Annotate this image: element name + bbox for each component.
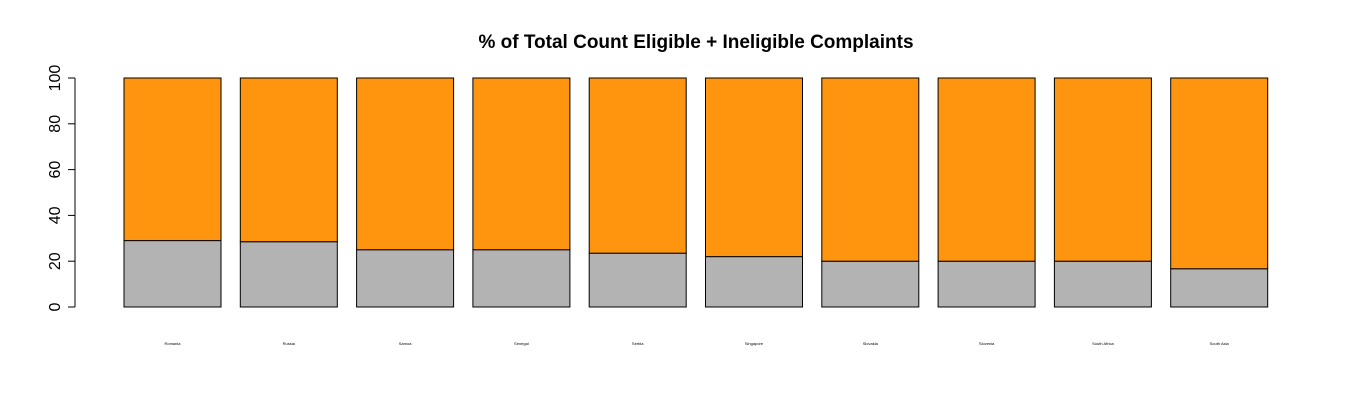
bar-segment-series-2: [588, 77, 687, 254]
y-tick-label: 40: [47, 206, 64, 224]
bar-segment-series-1: [239, 241, 338, 308]
y-tick-label: 60: [47, 161, 64, 179]
x-tick-label: Singapore: [745, 341, 764, 346]
bar-segment-series-1: [937, 260, 1036, 308]
bar-segment-series-2: [937, 77, 1036, 262]
y-tick-label: 20: [47, 252, 64, 270]
bar-segment-series-1: [356, 249, 455, 308]
x-tick-label: Samoa: [399, 341, 412, 346]
bar-segment-series-1: [705, 256, 803, 308]
y-axis: 0 20 40 60 80 100: [47, 65, 76, 311]
bar-segment-series-2: [705, 77, 803, 258]
bar-segment-series-1: [821, 260, 920, 308]
bar-segment-series-2: [1053, 77, 1152, 262]
x-tick-label: Serbia: [632, 341, 644, 346]
bar-segment-series-2: [356, 77, 455, 251]
y-tick-label: 0: [47, 302, 64, 311]
x-tick-label: Slovakia: [863, 341, 879, 346]
y-tick-label: 80: [47, 115, 64, 133]
bars: [123, 77, 1269, 308]
bar-segment-series-2: [239, 77, 338, 243]
x-axis-labels: Romania Russia Samoa Senegal Serbia Singapore…: [164, 341, 1229, 346]
y-tick-label: 100: [47, 65, 64, 92]
bar-segment-series-2: [123, 77, 222, 242]
x-tick-label: Slovenia: [979, 341, 995, 346]
x-tick-label: Romania: [164, 341, 181, 346]
bar-segment-series-1: [123, 240, 222, 308]
bar-segment-series-2: [821, 77, 920, 262]
bar-segment-series-2: [1170, 77, 1269, 270]
bar-segment-series-1: [472, 249, 571, 308]
bar-segment-series-1: [1170, 268, 1269, 308]
bar-segment-series-2: [472, 77, 571, 251]
bar-segment-series-1: [1053, 260, 1152, 308]
x-tick-label: South Africa: [1092, 341, 1114, 346]
x-tick-label: Senegal: [514, 341, 529, 346]
x-tick-label: South Asia: [1210, 341, 1230, 346]
bar-segment-series-1: [588, 252, 687, 308]
x-tick-label: Russia: [283, 341, 296, 346]
chart-title: % of Total Count Eligible + Ineligible C…: [478, 32, 913, 53]
